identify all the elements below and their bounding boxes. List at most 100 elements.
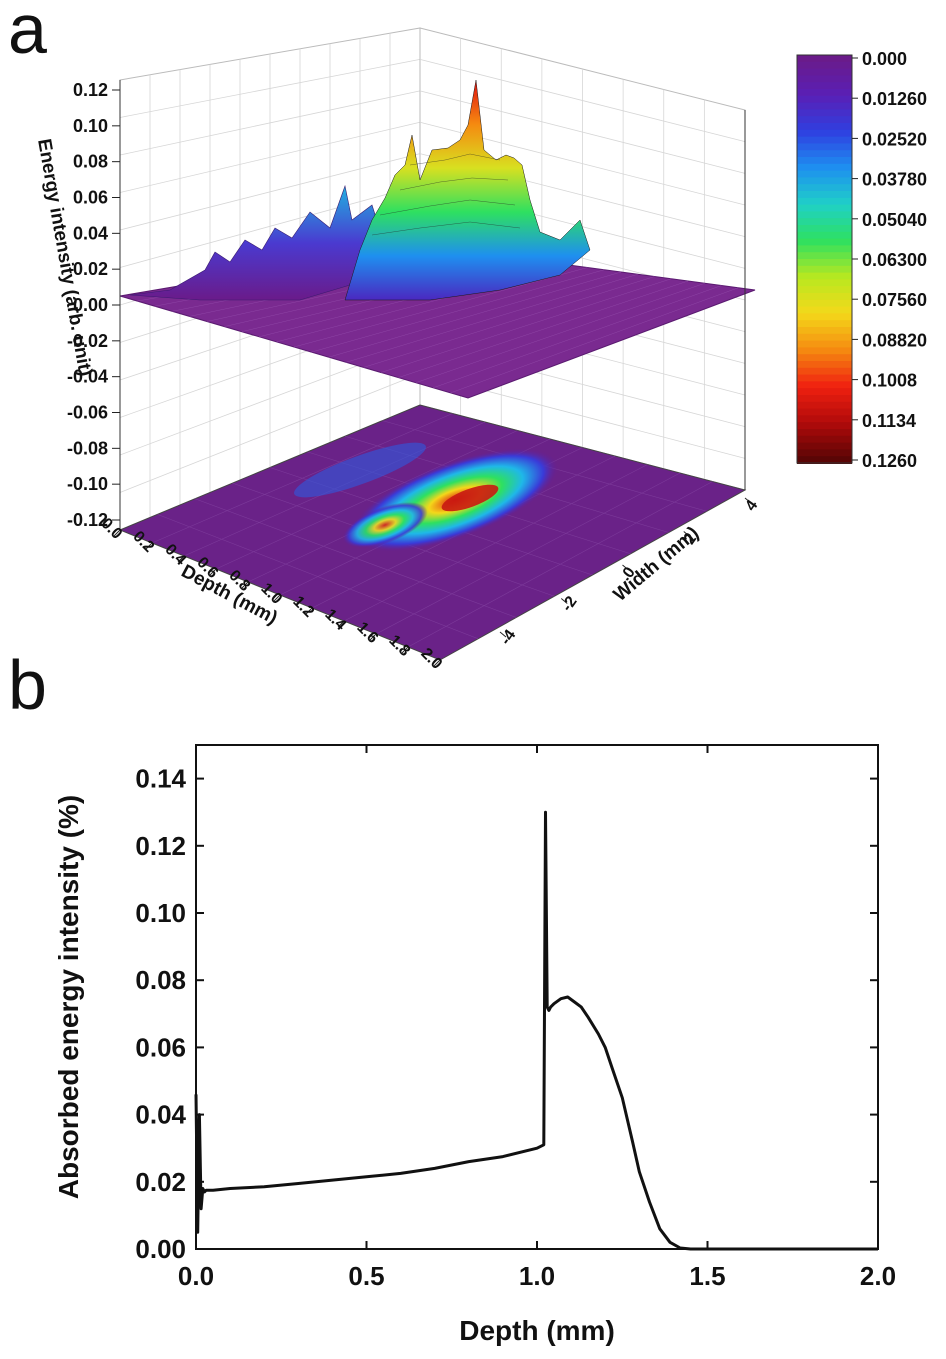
colorbar-band xyxy=(797,401,852,410)
y-tick-label-b: 0.12 xyxy=(135,831,186,861)
colorbar-band xyxy=(797,123,852,131)
colorbar-tick-label: 0.02520 xyxy=(862,129,927,149)
colorbar-band xyxy=(797,293,852,301)
y-tick-label-b: 0.02 xyxy=(135,1167,186,1197)
colorbar-band xyxy=(797,225,852,233)
x-tick-mark xyxy=(401,646,409,654)
colorbar-band xyxy=(797,68,852,77)
y-tick-mark xyxy=(683,531,691,537)
x-tick-mark xyxy=(369,633,377,641)
x-tick-label-b: 2.0 xyxy=(860,1261,896,1291)
colorbar-band xyxy=(797,333,852,342)
x-tick-label-b: 1.0 xyxy=(519,1261,555,1291)
y-axis-b: 0.00 0.02 0.04 0.06 0.08 0.10 0.12 0.14 xyxy=(135,764,878,1264)
panel-a-label: a xyxy=(8,0,47,68)
colorbar-band xyxy=(797,218,852,226)
z-tick-label: 0.08 xyxy=(73,152,108,172)
colorbar-band xyxy=(797,75,852,84)
colorbar-band xyxy=(797,245,852,254)
colorbar: 0.000 0.01260 0.02520 0.03780 0.05040 0.06300… xyxy=(796,49,927,471)
z-tick-label: -0.10 xyxy=(67,474,108,494)
colorbar-band xyxy=(797,408,852,417)
colorbar-band xyxy=(797,286,852,294)
z-tick-label: 0.10 xyxy=(73,116,108,136)
y-tick-label-b: 0.00 xyxy=(135,1234,186,1264)
colorbar-band xyxy=(797,435,852,444)
colorbar-band xyxy=(797,442,852,451)
x-tick-label-b: 0.0 xyxy=(178,1261,214,1291)
x-tick-mark xyxy=(433,659,441,667)
colorbar-band xyxy=(797,361,852,369)
colorbar-band xyxy=(797,197,852,206)
colorbar-band xyxy=(797,231,852,240)
colorbar-band xyxy=(797,109,852,118)
series-line xyxy=(194,810,878,1251)
colorbar-band xyxy=(797,238,852,247)
colorbar-band xyxy=(797,136,852,145)
colorbar-tick-label: 0.05040 xyxy=(862,210,927,230)
colorbar-tick-label: 0.1134 xyxy=(862,411,916,431)
z-tick-label: 0.04 xyxy=(73,223,108,243)
colorbar-band xyxy=(797,381,852,390)
y-tick-mark xyxy=(560,598,568,604)
plot-frame xyxy=(195,744,879,1250)
colorbar-band xyxy=(797,340,852,349)
colorbar-band xyxy=(797,299,852,308)
colorbar-band xyxy=(797,327,852,335)
x-tick-mark xyxy=(209,568,217,576)
colorbar-band xyxy=(797,456,852,464)
colorbar-band xyxy=(797,252,852,260)
y-tick-mark xyxy=(622,564,629,571)
colorbar-band xyxy=(797,55,852,63)
colorbar-tick-label: 0.000 xyxy=(862,49,907,69)
colorbar-band xyxy=(797,150,852,158)
colorbar-band xyxy=(797,95,852,104)
colorbar-band xyxy=(797,429,852,437)
colorbar-band xyxy=(797,272,852,281)
contour-projection xyxy=(118,404,747,661)
colorbar-band xyxy=(797,184,852,192)
y-tick-label-b: 0.04 xyxy=(135,1100,186,1130)
x-tick-mark xyxy=(337,620,345,628)
x-tick-mark xyxy=(273,594,281,602)
colorbar-tick-label: 0.1260 xyxy=(862,451,917,471)
panel-b-label: b xyxy=(8,646,47,724)
surface-peaks xyxy=(129,79,591,301)
colorbar-tick-label: 0.01260 xyxy=(862,89,927,109)
colorbar-band xyxy=(797,259,852,267)
z-tick-label: 0.12 xyxy=(73,80,108,100)
colorbar-band xyxy=(797,265,852,274)
colorbar-tick-label: 0.1008 xyxy=(862,371,917,391)
z-tick-label: 0.02 xyxy=(73,259,108,279)
y-tick-label-b: 0.06 xyxy=(135,1032,186,1062)
colorbar-band xyxy=(797,157,852,165)
y-tick-mark xyxy=(499,631,507,638)
colorbar-band xyxy=(797,89,852,97)
colorbar-band xyxy=(797,204,852,213)
colorbar-band xyxy=(797,374,852,383)
y-tick-label-b: 0.14 xyxy=(135,764,186,794)
z-tick-label: -0.08 xyxy=(67,438,108,458)
colorbar-band xyxy=(797,395,852,403)
colorbar-band xyxy=(797,170,852,179)
x-tick-label-b: 1.5 xyxy=(689,1261,725,1291)
colorbar-band xyxy=(797,388,852,396)
colorbar-band xyxy=(797,320,852,328)
colorbar-tick-label: 0.07560 xyxy=(862,290,927,310)
y-axis-label-b: Absorbed energy intensity (%) xyxy=(53,795,84,1200)
colorbar-band xyxy=(797,422,852,430)
z-tick-label: -0.02 xyxy=(67,331,108,351)
y-tick-label-b: 0.08 xyxy=(135,965,186,995)
y-tick-mark xyxy=(744,497,752,504)
colorbar-tick-label: 0.03780 xyxy=(862,170,927,190)
z-tick-label: -0.04 xyxy=(67,367,108,387)
x-tick-mark xyxy=(305,607,313,615)
x-tick-mark xyxy=(145,542,153,550)
colorbar-band xyxy=(797,116,852,124)
x-axis-label-b: Depth (mm) xyxy=(459,1315,615,1346)
colorbar-tick-label: 0.06300 xyxy=(862,250,927,270)
y-tick-label-b: 0.10 xyxy=(135,898,186,928)
z-tick-label: -0.12 xyxy=(67,510,108,530)
colorbar-band xyxy=(797,279,852,288)
colorbar-band xyxy=(797,449,852,458)
